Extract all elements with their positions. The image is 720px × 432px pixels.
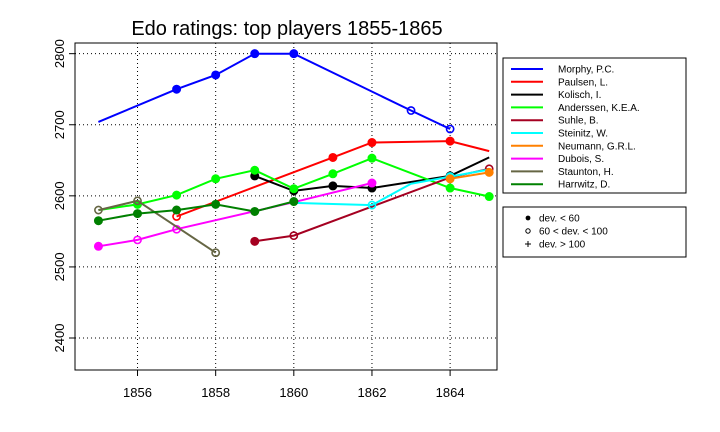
symbol-legend-frame: [502, 206, 687, 258]
data-point: [367, 153, 377, 163]
data-point: [367, 138, 377, 148]
data-point: [133, 209, 143, 219]
data-point: [289, 197, 299, 207]
data-point: [406, 106, 416, 115]
data-point: [133, 235, 142, 245]
data-point: [250, 236, 260, 246]
legend-label: Dubois, S.: [558, 154, 604, 165]
legend-label: Steinitz, W.: [558, 129, 608, 140]
data-point: [93, 241, 103, 251]
x-tick-label: 1860: [279, 385, 308, 400]
data-point: [94, 205, 103, 215]
data-point: [211, 70, 221, 80]
legend-label: Anderssen, K.E.A.: [558, 103, 640, 114]
data-point: [328, 152, 338, 162]
series-line: [98, 199, 217, 254]
legend-label: Paulsen, L.: [558, 77, 608, 88]
data-point: [133, 196, 142, 206]
symbol-legend-label: 60 < dev. < 100: [539, 227, 608, 238]
series-line: [293, 168, 490, 207]
data-point: [367, 200, 377, 210]
y-tick-label: 2600: [52, 181, 67, 210]
legend-label: Staunton, H.: [558, 167, 614, 178]
data-point: [289, 184, 299, 194]
y-tick-label: 2400: [52, 324, 67, 353]
series-line: [449, 171, 490, 180]
data-point: [484, 167, 494, 177]
data-point: [367, 178, 377, 188]
data-point: [250, 206, 260, 216]
series-line: [98, 52, 451, 130]
axes: 1856 1858 1860 1862 1864 2400 2500 2600 2700 2800: [52, 39, 465, 400]
symbol-legend-label: dev. < 60: [539, 214, 580, 225]
symbol-legend: dev. < 60 60 < dev. < 100 dev. > 100: [502, 206, 687, 258]
data-point: [250, 49, 260, 59]
data-point: [445, 124, 455, 134]
x-tick-label: 1864: [436, 385, 465, 400]
data-point: [211, 199, 221, 209]
data-point: [445, 174, 455, 184]
data-point: [172, 84, 182, 94]
data-point: [211, 174, 221, 184]
data-point: [328, 169, 338, 179]
plot-frame: [74, 42, 498, 371]
data-point: [211, 248, 221, 258]
data-point: [93, 216, 103, 226]
series-legend: Morphy, P.C.Paulsen, L. Kolisch, I. Anders…: [502, 57, 687, 194]
data-point: [172, 205, 182, 215]
data-point: [445, 183, 455, 193]
series-line: [98, 200, 295, 222]
legend-label: Suhle, B.: [558, 116, 599, 127]
legend-label: Kolisch, I.: [558, 90, 601, 101]
y-tick-label: 2700: [52, 110, 67, 139]
legend-label: Harrwitz, D.: [558, 180, 610, 191]
data-point: [328, 181, 338, 191]
x-tick-label: 1858: [201, 385, 230, 400]
legend-symbol: [525, 228, 531, 234]
legend-label: Neumann, G.R.L.: [558, 141, 636, 152]
y-tick-label: 2800: [52, 39, 67, 68]
legend-label: Morphy, P.C.: [558, 65, 614, 76]
chart-title: Edo ratings: top players 1855-1865: [131, 18, 442, 40]
symbol-legend-label: dev. > 100: [539, 240, 586, 251]
x-tick-label: 1856: [123, 385, 152, 400]
data-point: [172, 190, 182, 200]
data-point: [445, 136, 455, 146]
series-lines: [93, 49, 494, 258]
series-line: [98, 157, 490, 212]
x-tick-label: 1862: [358, 385, 387, 400]
series-line: [98, 182, 373, 248]
y-tick-label: 2500: [52, 252, 67, 281]
grid-lines: [75, 43, 497, 370]
data-point: [289, 49, 299, 59]
data-point: [289, 231, 299, 241]
data-point: [250, 165, 260, 175]
data-point: [484, 192, 494, 202]
legend-symbol: [525, 215, 531, 221]
